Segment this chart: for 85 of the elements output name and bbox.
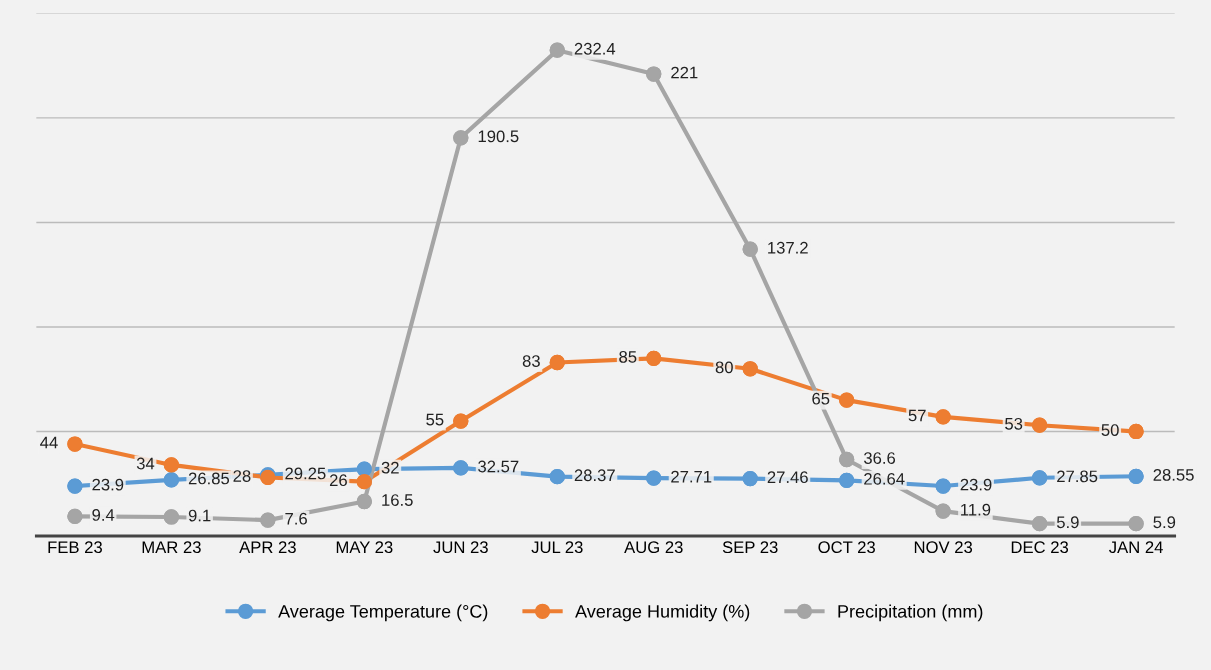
point [163, 472, 180, 488]
point [935, 503, 951, 519]
data-label: 57 [908, 409, 926, 422]
data-label: 80 [715, 361, 733, 374]
x-tick-label: AUG 23 [624, 541, 683, 554]
data-label: 27.71 [671, 470, 712, 483]
data-label: 44 [40, 436, 58, 449]
x-tick-label: OCT 23 [818, 541, 875, 554]
data-label: 23.9 [92, 478, 124, 491]
point [742, 361, 758, 377]
data-label: 28.55 [1153, 468, 1194, 481]
point [356, 461, 372, 477]
data-label: 9.4 [92, 509, 115, 521]
legend-label: Average Temperature (°C) [278, 604, 488, 622]
data-label: 36.6 [863, 452, 896, 464]
point [1031, 516, 1048, 532]
point [453, 130, 469, 146]
legend-label: Precipitation (mm) [838, 604, 983, 622]
data-label: 221 [671, 66, 698, 79]
x-tick-label: FEB 23 [48, 541, 102, 554]
data-label: 11.9 [961, 503, 991, 516]
point [356, 474, 372, 490]
data-label: 55 [426, 413, 444, 426]
point [1128, 468, 1144, 484]
point [356, 493, 372, 510]
data-label: 32.57 [478, 460, 519, 473]
point [935, 478, 951, 494]
data-label: 26.85 [188, 472, 230, 485]
data-label: 28.37 [574, 469, 615, 482]
data-label: 28 [233, 470, 251, 482]
point [163, 457, 180, 473]
data-label: 27.46 [767, 471, 808, 484]
point [549, 354, 565, 371]
data-label: 26.64 [864, 472, 905, 485]
point [742, 470, 758, 487]
data-label: 85 [619, 350, 637, 363]
point [935, 409, 951, 425]
data-label: 5.9 [1056, 516, 1079, 529]
point [67, 478, 83, 494]
data-label: 53 [1005, 417, 1023, 430]
point [1128, 423, 1144, 440]
data-label: 34 [136, 457, 155, 470]
point [260, 512, 276, 528]
point [839, 392, 855, 408]
data-label: 9.1 [188, 509, 211, 522]
point [646, 66, 662, 82]
data-label: 27.85 [1057, 470, 1098, 483]
x-tick-label: JUL 23 [531, 541, 583, 554]
point [646, 470, 662, 486]
point [1031, 470, 1048, 486]
data-label: 29.25 [285, 467, 326, 480]
point [1128, 516, 1144, 532]
data-label: 65 [812, 392, 830, 405]
point [549, 42, 565, 58]
data-label: 232.4 [574, 42, 616, 55]
point [742, 241, 758, 257]
x-tick-label: DEC 23 [1011, 541, 1069, 554]
data-label: 50 [1101, 424, 1119, 436]
point [453, 460, 469, 476]
point [1031, 417, 1048, 433]
point [453, 413, 469, 429]
x-tick-label: JUN 23 [433, 541, 488, 554]
legend-label: Average Humidity (%) [575, 604, 750, 622]
data-label: 137.2 [768, 241, 808, 254]
x-tick-label: NOV 23 [914, 541, 973, 554]
point [67, 436, 83, 452]
point [549, 469, 565, 485]
x-tick-label: APR 23 [239, 541, 296, 554]
x-tick-label: MAY 23 [336, 541, 393, 554]
point [163, 509, 180, 525]
x-tick-label: MAR 23 [142, 541, 201, 554]
point [646, 350, 662, 366]
point [67, 508, 83, 524]
data-label: 23.9 [960, 478, 992, 491]
data-label: 16.5 [382, 494, 413, 506]
data-label: 7.6 [285, 512, 307, 525]
x-tick-label: SEP 23 [722, 541, 778, 554]
data-label: 5.9 [1153, 516, 1176, 529]
point [839, 451, 855, 468]
data-label: 83 [522, 355, 540, 367]
x-tick-label: JAN 24 [1109, 541, 1163, 554]
point [839, 472, 855, 488]
data-label: 190.5 [478, 130, 519, 143]
data-label: 26 [329, 474, 347, 487]
data-label: 32 [381, 461, 399, 474]
